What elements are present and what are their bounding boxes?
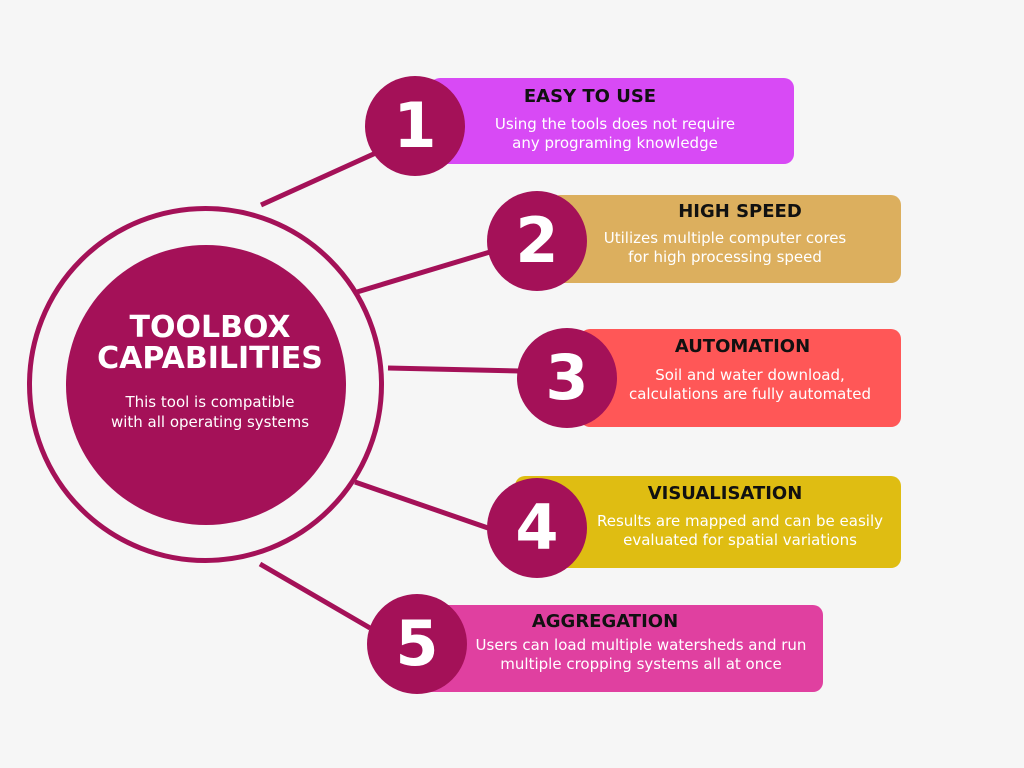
- badge-number: 3: [545, 341, 589, 414]
- connector-line-2: [356, 249, 491, 295]
- connector-line-5: [258, 561, 372, 631]
- capability-desc-aggregation: Users can load multiple watersheds and r…: [461, 636, 821, 674]
- capability-desc-line: Users can load multiple watersheds and r…: [475, 636, 807, 654]
- connector-line-1: [259, 149, 380, 208]
- capability-desc-automation: Soil and water download, calculations ar…: [600, 366, 900, 404]
- capability-desc-line: Results are mapped and can be easily: [597, 512, 883, 530]
- capability-desc-high-speed: Utilizes multiple computer cores for hig…: [565, 229, 885, 267]
- number-badge-5: 5: [367, 594, 467, 694]
- badge-number: 1: [393, 89, 437, 162]
- capability-desc-line: any programing knowledge: [512, 134, 718, 152]
- number-badge-4: 4: [487, 478, 587, 578]
- badge-number: 2: [515, 204, 559, 277]
- capability-card-high-speed: [550, 195, 901, 283]
- capability-desc-visualisation: Results are mapped and can be easily eva…: [580, 512, 900, 550]
- hub-ring: [27, 206, 384, 563]
- capability-desc-line: calculations are fully automated: [628, 385, 872, 403]
- hub-subtitle-line-2: with all operating systems: [110, 413, 310, 431]
- capability-desc-line: Utilizes multiple computer cores: [603, 229, 847, 247]
- capability-title-aggregation: AGGREGATION: [531, 611, 679, 632]
- connector-line-3: [387, 365, 521, 374]
- capability-card-automation: [580, 329, 901, 427]
- badge-number: 4: [515, 491, 559, 564]
- capability-title-visualisation: VISUALISATION: [647, 483, 803, 504]
- capability-title-automation: AUTOMATION: [674, 336, 811, 357]
- hub-title-line-1: TOOLBOX: [129, 310, 291, 345]
- connector-line-4: [354, 479, 489, 531]
- capability-title-easy-to-use: EASY TO USE: [523, 86, 657, 107]
- number-badge-2: 2: [487, 191, 587, 291]
- hub-subtitle-line-1: This tool is compatible: [125, 393, 295, 411]
- hub-title: TOOLBOX CAPABILITIES: [66, 312, 354, 374]
- capability-desc-line: Soil and water download,: [655, 366, 845, 384]
- capability-desc-easy-to-use: Using the tools does not require any pro…: [440, 115, 790, 153]
- number-badge-1: 1: [365, 76, 465, 176]
- capability-card-easy-to-use: [430, 78, 794, 164]
- capability-title-high-speed: HIGH SPEED: [678, 201, 802, 222]
- capability-desc-line: multiple cropping systems all at once: [500, 655, 782, 673]
- hub-title-line-2: CAPABILITIES: [97, 341, 323, 376]
- hub-disc: [66, 245, 346, 525]
- number-badge-3: 3: [517, 328, 617, 428]
- capability-desc-line: for high processing speed: [628, 248, 822, 266]
- badge-number: 5: [395, 607, 439, 680]
- capability-card-aggregation: [420, 605, 823, 692]
- hub-subtitle: This tool is compatible with all operati…: [66, 392, 354, 432]
- capability-desc-line: Using the tools does not require: [494, 115, 736, 133]
- capability-desc-line: evaluated for spatial variations: [623, 531, 857, 549]
